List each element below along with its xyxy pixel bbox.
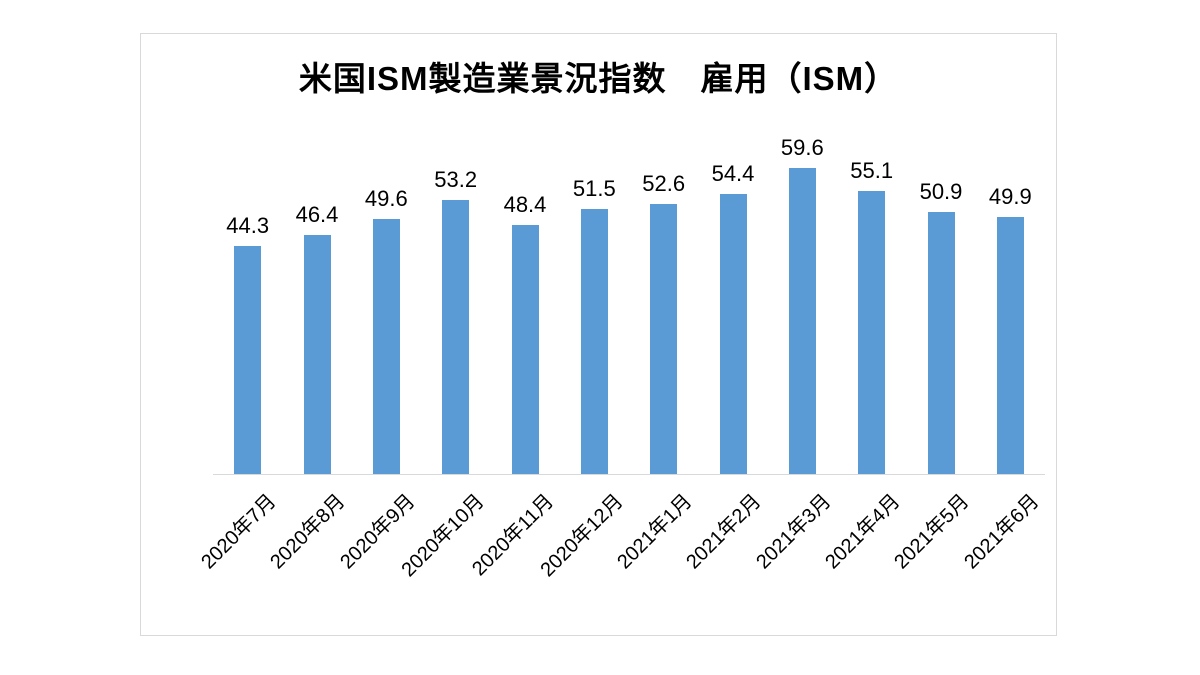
x-axis-label-2021年3月: 2021年3月 [751, 490, 836, 574]
chart-title: 米国ISM製造業景況指数 雇用（ISM） [298, 60, 899, 97]
bar-2020年8月 [303, 235, 331, 474]
data-label-2021年3月: 59.6 [780, 134, 824, 160]
data-label-2020年9月: 49.6 [364, 185, 408, 211]
x-axis-label-2021年2月: 2021年2月 [682, 490, 766, 574]
bar-2021年4月 [858, 190, 886, 474]
x-axis-label-2020年8月: 2020年8月 [266, 490, 350, 574]
bar-2021年1月 [650, 203, 678, 474]
x-axis-label-2021年6月: 2021年6月 [959, 490, 1044, 574]
data-label-2020年8月: 46.4 [295, 202, 339, 228]
data-label-2020年11月: 48.4 [503, 192, 547, 218]
bar-2020年9月 [372, 218, 400, 474]
data-label-2021年1月: 52.6 [642, 170, 686, 196]
bar-2020年10月 [442, 200, 470, 474]
bar-2021年2月 [719, 194, 747, 474]
data-label-2020年7月: 44.3 [226, 213, 270, 239]
data-label-2020年10月: 53.2 [434, 167, 478, 193]
data-label-2021年6月: 49.9 [988, 184, 1032, 210]
data-label-2021年5月: 50.9 [919, 179, 963, 205]
bar-2020年11月 [511, 225, 539, 474]
x-axis-label-2021年5月: 2021年5月 [890, 490, 974, 574]
chart-frame: 米国ISM製造業景況指数 雇用（ISM） 44.3 2020年7月 46.4 2020… [140, 33, 1057, 636]
bar-2020年12月 [580, 209, 608, 474]
data-label-2020年12月: 51.5 [572, 176, 616, 202]
data-label-2021年4月: 55.1 [850, 157, 894, 183]
bar-2021年3月 [788, 167, 816, 474]
bar-2021年5月 [927, 212, 955, 474]
bar-2021年6月 [996, 217, 1024, 474]
bar-2020年7月 [234, 246, 262, 474]
data-label-2021年2月: 54.4 [711, 161, 755, 187]
x-axis-label-2020年7月: 2020年7月 [197, 490, 281, 574]
plot-area: 44.3 2020年7月 46.4 2020年8月 49.6 2020年9月 53.2 202… [197, 114, 1045, 581]
